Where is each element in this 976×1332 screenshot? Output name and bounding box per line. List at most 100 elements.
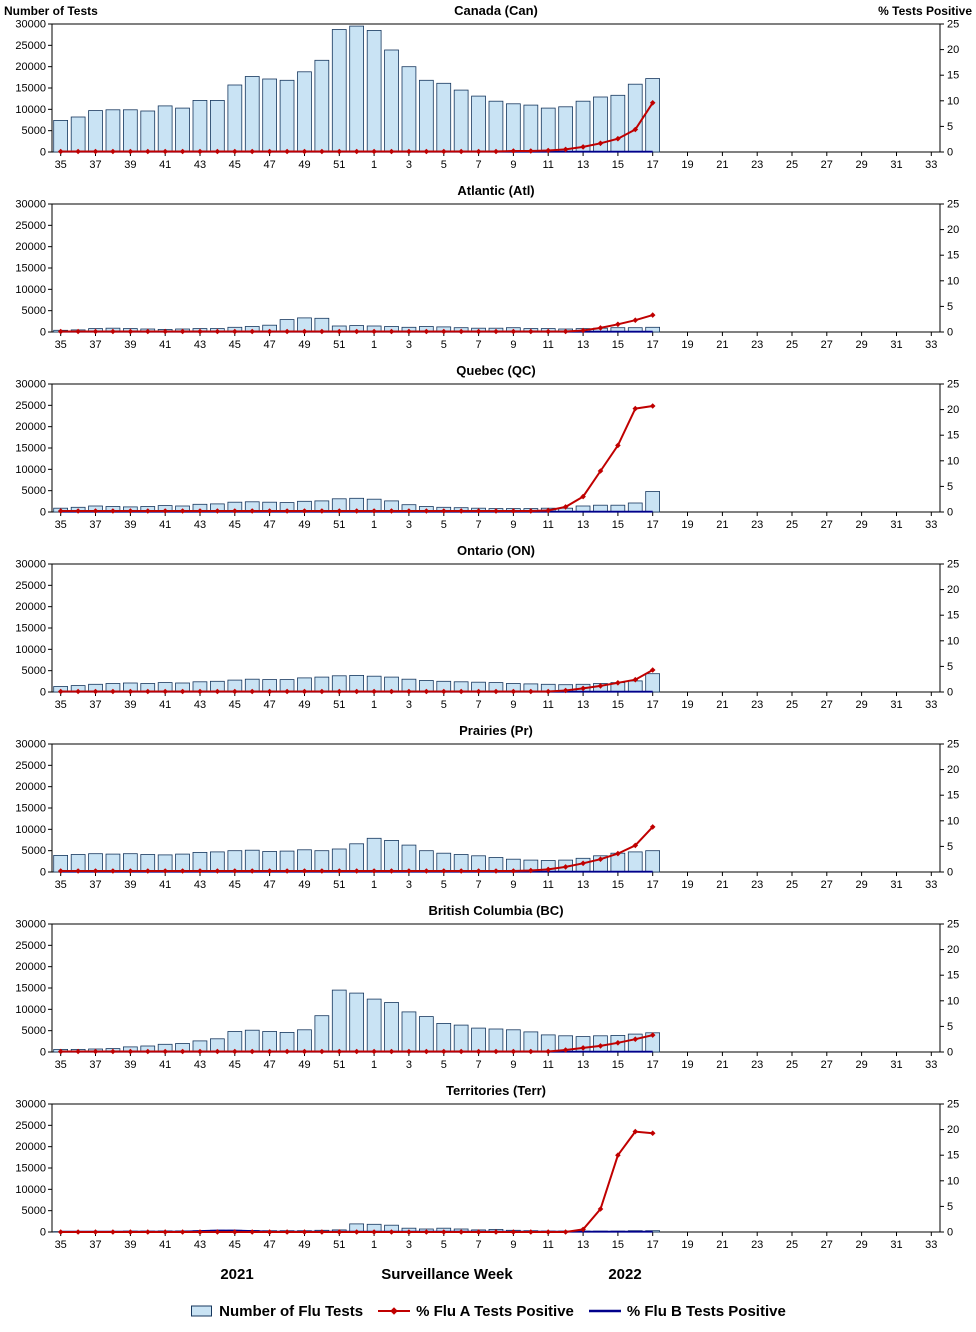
svg-text:17: 17 — [647, 1239, 659, 1251]
svg-text:7: 7 — [476, 339, 482, 351]
svg-text:41: 41 — [159, 159, 171, 171]
svg-text:45: 45 — [229, 159, 241, 171]
svg-text:15: 15 — [947, 790, 959, 802]
svg-text:Number of Tests: Number of Tests — [4, 4, 98, 18]
svg-text:15: 15 — [947, 610, 959, 622]
svg-text:37: 37 — [89, 879, 101, 891]
svg-text:25: 25 — [947, 19, 959, 31]
svg-text:10: 10 — [947, 455, 959, 467]
legend-label-flu-a: % Flu A Tests Positive — [416, 1302, 574, 1320]
svg-text:5000: 5000 — [22, 1205, 46, 1217]
svg-text:37: 37 — [89, 339, 101, 351]
svg-text:21: 21 — [716, 1059, 728, 1071]
panel-territories-terr: Territories (Terr) 0 5000 10000 15000 20000 25… — [15, 1083, 959, 1251]
svg-text:15: 15 — [947, 250, 959, 262]
svg-text:33: 33 — [925, 699, 937, 711]
svg-text:41: 41 — [159, 1239, 171, 1251]
svg-text:37: 37 — [89, 159, 101, 171]
svg-text:17: 17 — [647, 159, 659, 171]
svg-text:20: 20 — [947, 944, 959, 956]
svg-text:13: 13 — [577, 519, 589, 531]
svg-text:3: 3 — [406, 879, 412, 891]
svg-text:27: 27 — [821, 519, 833, 531]
svg-text:1: 1 — [371, 159, 377, 171]
svg-text:1: 1 — [371, 339, 377, 351]
svg-text:0: 0 — [947, 327, 953, 339]
svg-text:15000: 15000 — [15, 1163, 46, 1175]
svg-text:31: 31 — [890, 1059, 902, 1071]
svg-text:47: 47 — [263, 1059, 275, 1071]
svg-text:1: 1 — [371, 1239, 377, 1251]
svg-text:15: 15 — [612, 699, 624, 711]
flu-b-line-swatch-icon — [588, 1304, 622, 1318]
panel-quebec-qc: Quebec (QC) 0 5000 10000 15000 20000 25000 3000… — [15, 363, 959, 531]
svg-text:10000: 10000 — [15, 464, 46, 476]
svg-text:7: 7 — [476, 1059, 482, 1071]
svg-text:20000: 20000 — [15, 781, 46, 793]
svg-text:5: 5 — [947, 481, 953, 493]
svg-text:31: 31 — [890, 699, 902, 711]
svg-text:23: 23 — [751, 159, 763, 171]
svg-text:25: 25 — [786, 699, 798, 711]
svg-text:Territories (Terr): Territories (Terr) — [446, 1083, 546, 1098]
svg-text:Ontario (ON): Ontario (ON) — [457, 543, 535, 558]
svg-text:25000: 25000 — [15, 1120, 46, 1132]
svg-text:20000: 20000 — [15, 421, 46, 433]
svg-text:1: 1 — [371, 879, 377, 891]
svg-text:19: 19 — [681, 519, 693, 531]
legend-item-flu-a: % Flu A Tests Positive — [377, 1303, 574, 1320]
svg-text:7: 7 — [476, 159, 482, 171]
svg-text:21: 21 — [716, 699, 728, 711]
svg-text:35: 35 — [55, 519, 67, 531]
svg-text:47: 47 — [263, 1239, 275, 1251]
svg-text:7: 7 — [476, 879, 482, 891]
svg-text:49: 49 — [298, 699, 310, 711]
svg-text:20: 20 — [947, 764, 959, 776]
svg-text:17: 17 — [647, 519, 659, 531]
svg-text:3: 3 — [406, 699, 412, 711]
svg-text:19: 19 — [681, 159, 693, 171]
svg-text:27: 27 — [821, 159, 833, 171]
svg-text:15: 15 — [612, 339, 624, 351]
svg-text:19: 19 — [681, 879, 693, 891]
svg-text:25: 25 — [947, 919, 959, 931]
svg-text:10000: 10000 — [15, 284, 46, 296]
svg-text:35: 35 — [55, 699, 67, 711]
svg-text:7: 7 — [476, 519, 482, 531]
svg-text:29: 29 — [855, 519, 867, 531]
legend-item-flu-tests: Number of Flu Tests — [190, 1303, 363, 1320]
svg-text:13: 13 — [577, 699, 589, 711]
svg-text:10: 10 — [947, 275, 959, 287]
svg-text:43: 43 — [194, 879, 206, 891]
svg-text:25: 25 — [947, 739, 959, 751]
svg-text:45: 45 — [229, 339, 241, 351]
svg-text:15: 15 — [612, 159, 624, 171]
svg-text:23: 23 — [751, 699, 763, 711]
svg-text:25: 25 — [786, 879, 798, 891]
svg-text:39: 39 — [124, 1059, 136, 1071]
svg-text:20000: 20000 — [15, 1141, 46, 1153]
svg-text:20: 20 — [947, 1124, 959, 1136]
svg-text:5: 5 — [947, 121, 953, 133]
svg-text:51: 51 — [333, 1239, 345, 1251]
svg-text:10000: 10000 — [15, 1004, 46, 1016]
panel-ontario-on: Ontario (ON) 0 5000 10000 15000 20000 25000 300… — [15, 543, 959, 711]
svg-text:47: 47 — [263, 339, 275, 351]
svg-text:20000: 20000 — [15, 601, 46, 613]
svg-text:10: 10 — [947, 815, 959, 827]
svg-text:29: 29 — [855, 1239, 867, 1251]
svg-text:15: 15 — [947, 1150, 959, 1162]
svg-text:25000: 25000 — [15, 760, 46, 772]
svg-text:20000: 20000 — [15, 61, 46, 73]
svg-text:20: 20 — [947, 44, 959, 56]
svg-text:41: 41 — [159, 879, 171, 891]
x-axis-year-2022: 2022 — [608, 1266, 642, 1283]
svg-text:25000: 25000 — [15, 400, 46, 412]
svg-text:35: 35 — [55, 879, 67, 891]
svg-text:33: 33 — [925, 159, 937, 171]
svg-text:39: 39 — [124, 159, 136, 171]
svg-text:9: 9 — [510, 519, 516, 531]
svg-text:49: 49 — [298, 1059, 310, 1071]
svg-text:Prairies (Pr): Prairies (Pr) — [459, 723, 533, 738]
